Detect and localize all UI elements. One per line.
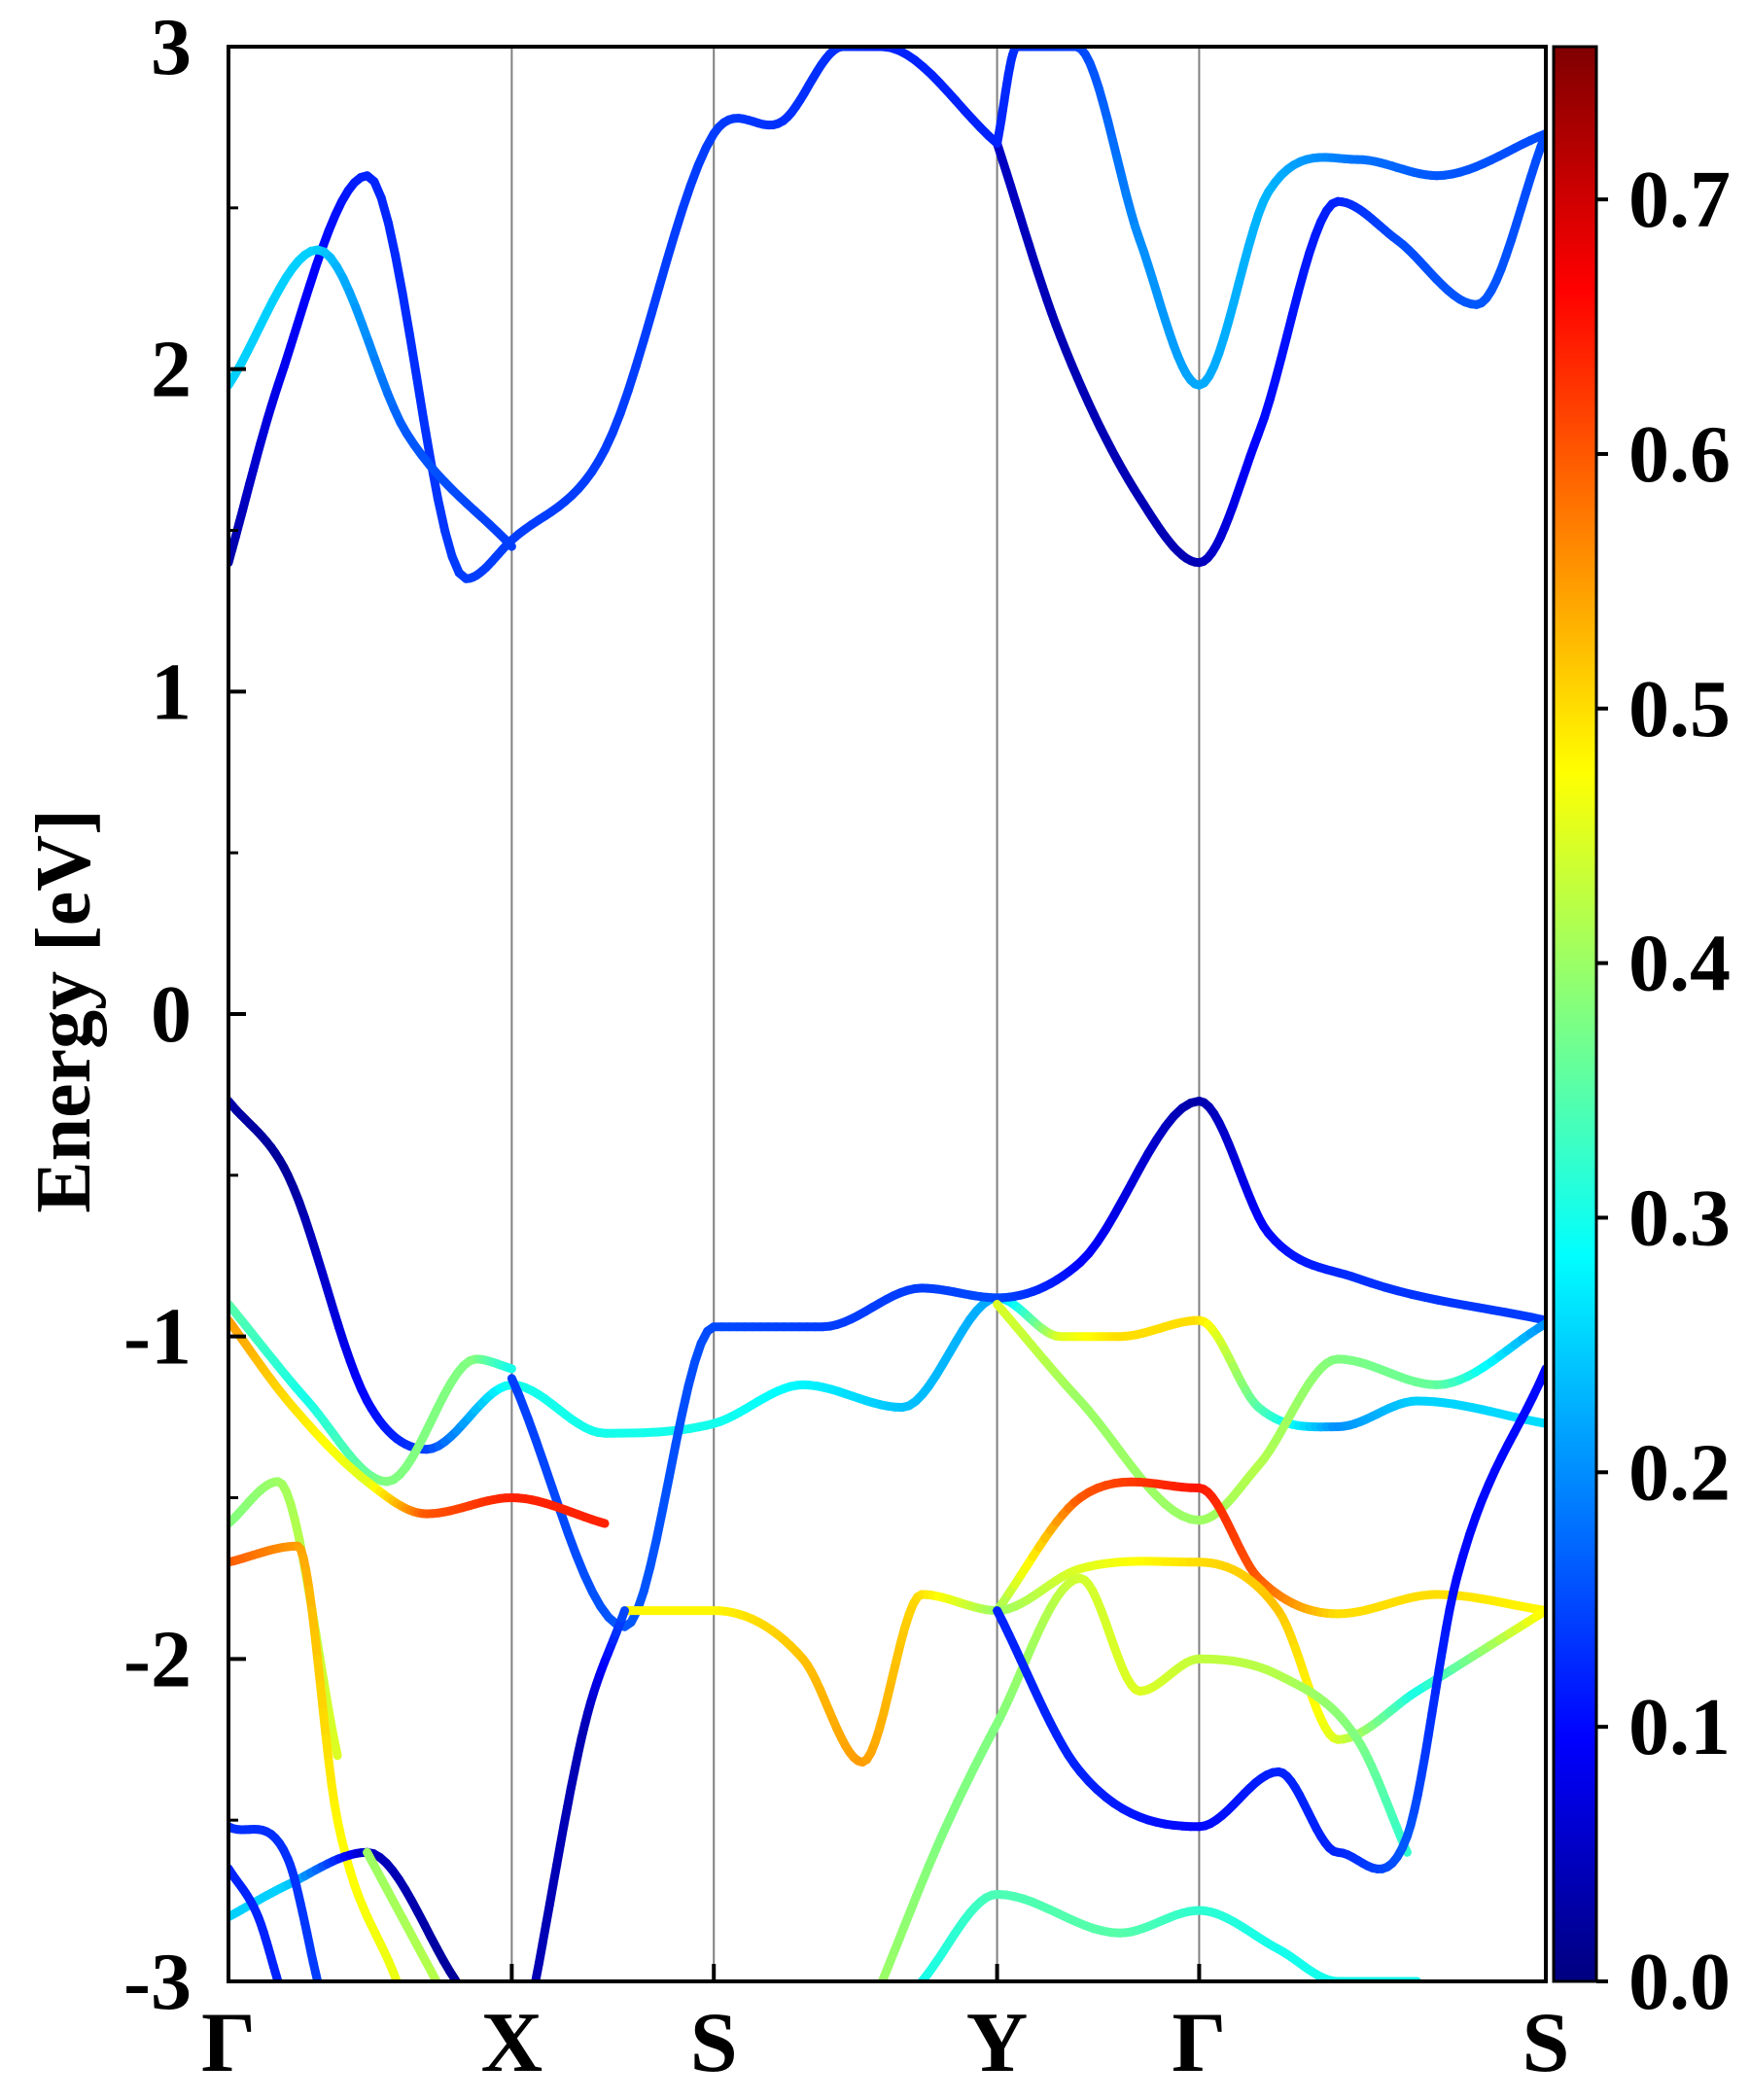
- band-segment: [505, 1363, 516, 1374]
- y-tick-label: 2: [151, 325, 192, 415]
- colorbar-tick-label: 0.5: [1628, 664, 1731, 754]
- y-axis-label: Energy [eV]: [21, 809, 107, 1212]
- band-segment: [376, 193, 393, 228]
- band-CB-YG-low: [993, 129, 1546, 568]
- band-VB-10: [917, 1890, 1422, 1981]
- band-VB-15: [228, 1864, 283, 1981]
- colorbar: [1552, 45, 1598, 1983]
- y-tick-label: -1: [123, 1292, 192, 1382]
- band-segment: [647, 282, 664, 318]
- band-VB-17: [363, 1847, 441, 1981]
- band-segment: [593, 1517, 610, 1528]
- band-segment: [678, 1382, 693, 1419]
- kpoint-label: Y: [966, 1996, 1029, 2090]
- band-VB-16: [228, 1822, 323, 1981]
- kpoint-label: Γ: [201, 1996, 256, 2090]
- band-VB-4: [228, 1315, 610, 1528]
- kpoint-label: Γ: [1172, 1996, 1226, 2090]
- colorbar-tick-label: 0.6: [1628, 409, 1731, 500]
- y-tick-label: 1: [151, 647, 192, 737]
- y-tick-label: -2: [123, 1614, 192, 1704]
- y-tick-label: 0: [151, 969, 192, 1060]
- band-segment: [412, 372, 429, 425]
- kpoint-label: S: [1522, 1996, 1570, 2090]
- band-segment: [391, 251, 407, 298]
- band-segment: [664, 1440, 681, 1482]
- band-VB-5: [993, 1300, 1546, 1525]
- band-CB-lowest: [228, 47, 1002, 583]
- band-VB-7: [620, 1557, 1546, 1767]
- band-VB-13: [228, 1541, 402, 1981]
- band-VB-11: [531, 1606, 629, 1981]
- colorbar-tick-label: 0.1: [1628, 1682, 1731, 1772]
- band-segment: [384, 219, 401, 261]
- y-axis-ticks: -3 -2 -1 0 1 2 3: [123, 2, 246, 2027]
- band-segment: [651, 1504, 668, 1544]
- kpoint-label: X: [481, 1996, 543, 2090]
- band-VB-3: [507, 1097, 1546, 1631]
- band-segment: [404, 330, 422, 382]
- band-segment: [398, 289, 414, 339]
- y-tick-label: 3: [151, 2, 192, 92]
- band-VB-8: [877, 1573, 1412, 1981]
- band-segment: [433, 494, 450, 536]
- colorbar-tick-label: 0.0: [1628, 1937, 1731, 2027]
- band-segment: [662, 228, 680, 264]
- band-segment: [313, 1655, 326, 1691]
- band-segment: [654, 255, 672, 292]
- band-segment: [316, 1681, 328, 1717]
- y-tick-label: -3: [123, 1937, 192, 2027]
- band-segment: [631, 335, 648, 371]
- band-segment: [639, 309, 656, 345]
- colorbar-tick-label: 0.4: [1628, 919, 1731, 1009]
- band-CB-YG-high: [993, 47, 1546, 390]
- band-segment: [617, 1606, 629, 1624]
- band-segment: [658, 1472, 674, 1514]
- band-VB-9: [993, 1364, 1546, 1873]
- band-VB-2: [228, 1300, 516, 1487]
- band-CB-second: [228, 245, 516, 551]
- bands: [228, 47, 1546, 1981]
- colorbar-tick-label: 0.2: [1628, 1427, 1731, 1518]
- band-VB-6: [993, 1477, 1546, 1619]
- band-segment: [329, 1730, 342, 1761]
- band-segment: [440, 526, 457, 561]
- band-segment: [671, 1410, 686, 1450]
- band-segment: [419, 415, 436, 466]
- colorbar-ticks: 0.0 0.1 0.2 0.3 0.4 0.5 0.6 0.7: [1596, 155, 1731, 2027]
- colorbar-tick-label: 0.3: [1628, 1172, 1731, 1263]
- band-segment: [646, 1534, 661, 1572]
- colorbar-tick-label: 0.7: [1628, 155, 1731, 245]
- high-symmetry-lines: [510, 47, 1201, 1981]
- band-segment: [500, 534, 516, 551]
- kpoint-label: S: [690, 1996, 738, 2090]
